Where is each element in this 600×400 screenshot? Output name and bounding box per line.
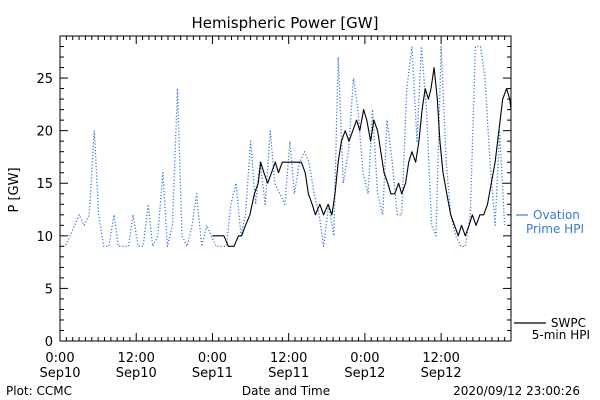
series-ovation-line bbox=[60, 45, 506, 247]
x-tick-time-label: 0:00 bbox=[198, 351, 227, 366]
footer-plot-source: Plot: CCMC bbox=[6, 384, 72, 398]
y-tick-label: 5 bbox=[45, 282, 53, 297]
y-tick-label: 20 bbox=[36, 125, 53, 140]
x-tick-time-label: 12:00 bbox=[117, 351, 154, 366]
y-tick-label: 25 bbox=[36, 72, 53, 87]
x-axis-ticks: 0:00Sep1012:00Sep100:00Sep1112:00Sep110:… bbox=[39, 36, 512, 381]
x-tick-time-label: 12:00 bbox=[422, 351, 459, 366]
legend-swpc: SWPC 5-min HPI bbox=[514, 316, 590, 342]
x-tick-date-label: Sep11 bbox=[192, 366, 233, 381]
y-axis-label: P [GW] bbox=[7, 167, 22, 212]
legend-swpc-label-line1: SWPC bbox=[551, 316, 586, 330]
x-tick-time-label: 0:00 bbox=[45, 351, 74, 366]
series-swpc-line bbox=[212, 67, 512, 247]
y-tick-label: 10 bbox=[36, 230, 53, 245]
x-tick-date-label: Sep10 bbox=[39, 366, 80, 381]
x-tick-date-label: Sep12 bbox=[344, 366, 385, 381]
y-axis-ticks: 0 5 10 15 20 25 bbox=[36, 35, 511, 350]
x-tick-date-label: Sep10 bbox=[116, 366, 157, 381]
x-tick-time-label: 12:00 bbox=[270, 351, 307, 366]
x-tick-date-label: Sep11 bbox=[268, 366, 309, 381]
legend-ovation-label-line2: Prime HPI bbox=[526, 222, 584, 236]
x-tick-time-label: 0:00 bbox=[350, 351, 379, 366]
x-axis-label: Date and Time bbox=[242, 384, 330, 398]
footer-timestamp: 2020/09/12 23:00:26 bbox=[453, 384, 580, 398]
legend-ovation: Ovation Prime HPI bbox=[516, 208, 584, 236]
legend-ovation-label-line1: Ovation bbox=[533, 208, 580, 222]
chart-title: Hemispheric Power [GW] bbox=[192, 14, 379, 32]
plot-frame bbox=[59, 35, 512, 342]
legend-swpc-label-line2: 5-min HPI bbox=[532, 328, 590, 342]
series-layer bbox=[60, 45, 512, 247]
x-tick-date-label: Sep12 bbox=[421, 366, 462, 381]
y-tick-label: 15 bbox=[36, 177, 53, 192]
y-tick-label: 0 bbox=[45, 335, 53, 350]
